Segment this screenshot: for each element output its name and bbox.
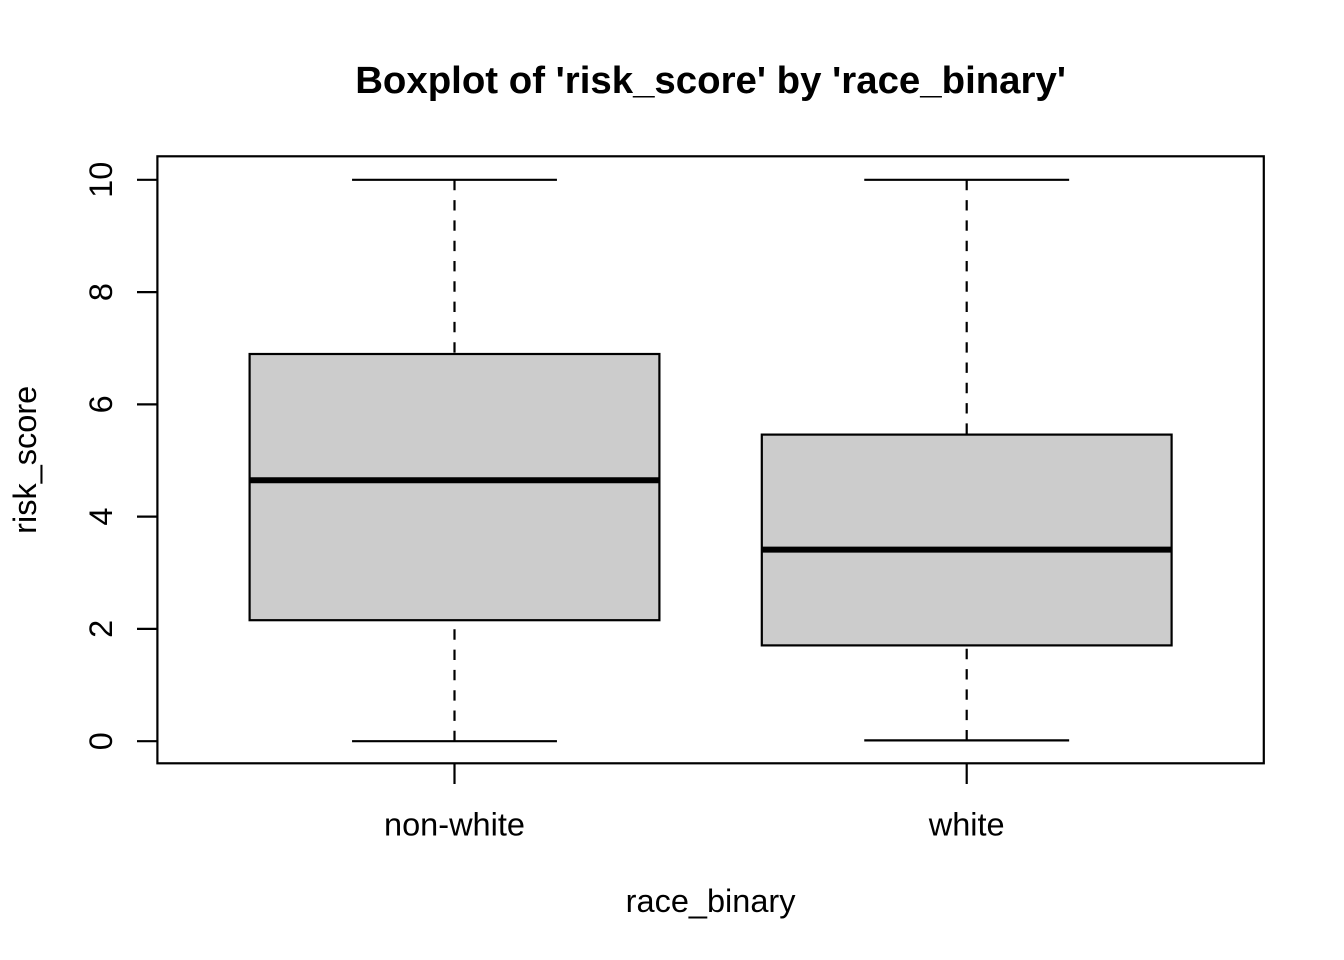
svg-text:Boxplot of 'risk_score' by 'ra: Boxplot of 'risk_score' by 'race_binary' bbox=[355, 59, 1066, 102]
svg-text:4: 4 bbox=[83, 508, 119, 526]
svg-text:2: 2 bbox=[83, 620, 119, 638]
svg-text:non-white: non-white bbox=[384, 807, 525, 843]
svg-text:0: 0 bbox=[83, 732, 119, 750]
svg-text:6: 6 bbox=[83, 395, 119, 413]
svg-text:race_binary: race_binary bbox=[626, 883, 797, 919]
svg-text:8: 8 bbox=[83, 283, 119, 301]
svg-text:10: 10 bbox=[83, 162, 119, 198]
svg-text:white: white bbox=[928, 807, 1005, 843]
svg-text:risk_score: risk_score bbox=[7, 386, 43, 534]
